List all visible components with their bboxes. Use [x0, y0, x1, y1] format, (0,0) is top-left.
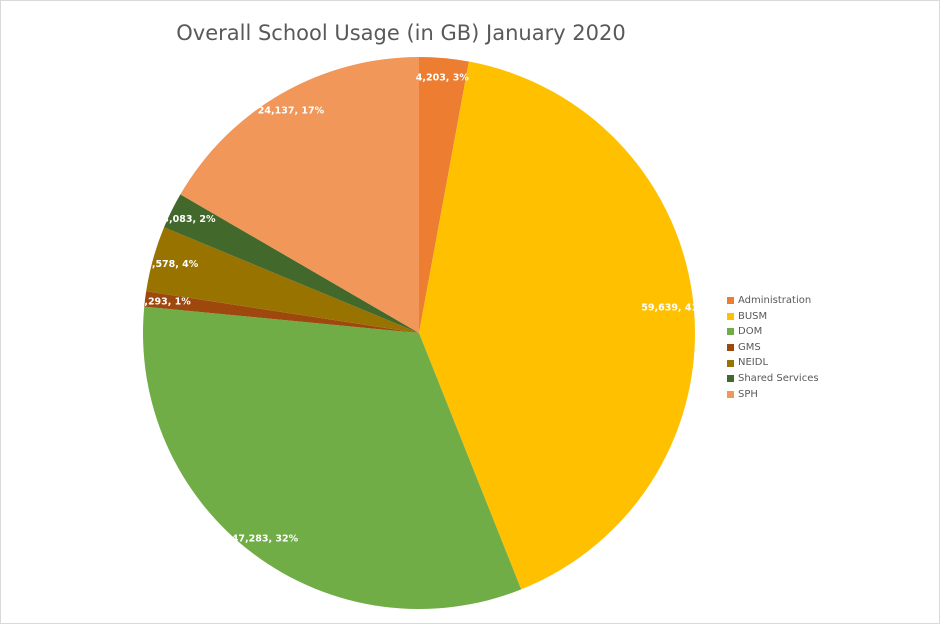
- data-label-shared-services: 3,083, 2%: [162, 214, 216, 225]
- legend-item-sph: SPH: [727, 387, 825, 403]
- legend-item-shared-services: Shared Services: [727, 371, 825, 387]
- legend-item-busm: BUSM: [727, 309, 825, 325]
- legend-swatch: [727, 359, 734, 367]
- pie-slice-gms: [144, 291, 419, 333]
- data-label-administration: 4,203, 3%: [416, 72, 470, 83]
- legend-label: SPH: [738, 388, 758, 400]
- legend-swatch: [727, 375, 734, 383]
- data-label-neidl: 5,578, 4%: [145, 259, 199, 270]
- legend-item-dom: DOM: [727, 324, 825, 340]
- legend-swatch: [727, 312, 734, 320]
- legend-swatch: [727, 297, 734, 305]
- legend-label: Administration: [738, 295, 812, 306]
- legend-label: GMS: [738, 341, 761, 353]
- legend-swatch: [727, 390, 734, 398]
- pie-slice-busm: [419, 61, 696, 590]
- legend-item-administration: Administration: [727, 293, 825, 309]
- legend-label: NEIDL: [738, 357, 769, 369]
- pie-slice-shared-services: [164, 194, 419, 333]
- legend-label: BUSM: [738, 310, 768, 322]
- pie-slice-dom: [143, 306, 522, 609]
- pie-slice-sph: [180, 57, 419, 333]
- chart-title: Overall School Usage (in GB) January 202…: [176, 21, 626, 45]
- legend-label: Shared Services: [738, 372, 819, 384]
- data-label-sph: 24,137, 17%: [258, 106, 325, 117]
- legend-item-gms: GMS: [727, 340, 825, 356]
- data-label-busm: 59,639, 41%: [641, 303, 708, 314]
- legend-item-neidl: NEIDL: [727, 355, 825, 371]
- legend-swatch: [727, 328, 734, 336]
- pie-slice-neidl: [146, 227, 420, 333]
- data-label-dom: 47,283, 32%: [232, 533, 299, 544]
- pie-slice-administration: [419, 57, 469, 333]
- legend-label: DOM: [738, 326, 763, 338]
- legend-swatch: [727, 344, 734, 352]
- data-label-gms: 1,293, 1%: [138, 296, 192, 307]
- chart-legend: Administration BUSM DOM GMS NEIDL Shared Serv…: [723, 291, 825, 407]
